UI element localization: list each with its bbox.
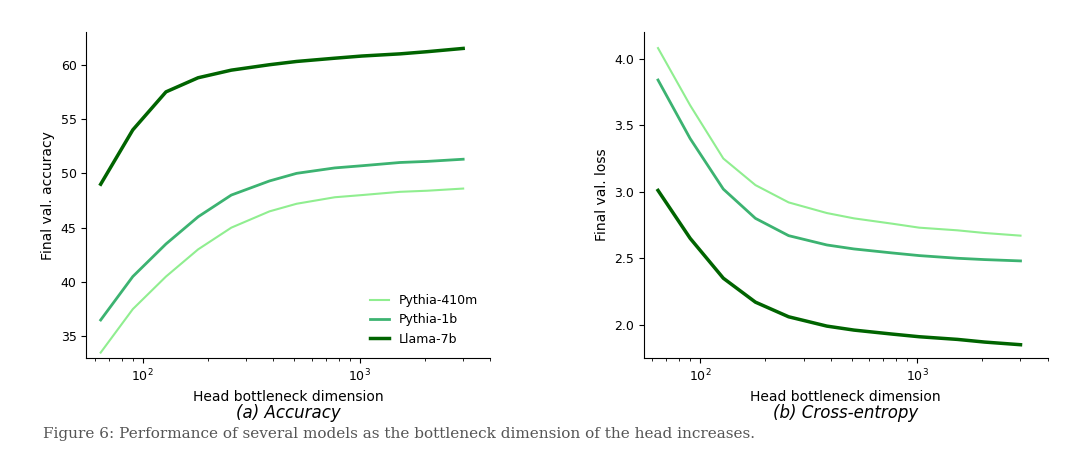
- Text: (a) Accuracy: (a) Accuracy: [235, 404, 340, 422]
- Y-axis label: Final val. loss: Final val. loss: [595, 149, 609, 241]
- Y-axis label: Final val. accuracy: Final val. accuracy: [41, 131, 55, 259]
- Text: Figure 6: Performance of several models as the bottleneck dimension of the head : Figure 6: Performance of several models …: [43, 426, 755, 441]
- Legend: Pythia-410m, Pythia-1b, Llama-7b: Pythia-410m, Pythia-1b, Llama-7b: [364, 288, 484, 352]
- Text: (b) Cross-entropy: (b) Cross-entropy: [773, 404, 918, 422]
- X-axis label: Head bottleneck dimension: Head bottleneck dimension: [193, 390, 383, 404]
- X-axis label: Head bottleneck dimension: Head bottleneck dimension: [751, 390, 941, 404]
